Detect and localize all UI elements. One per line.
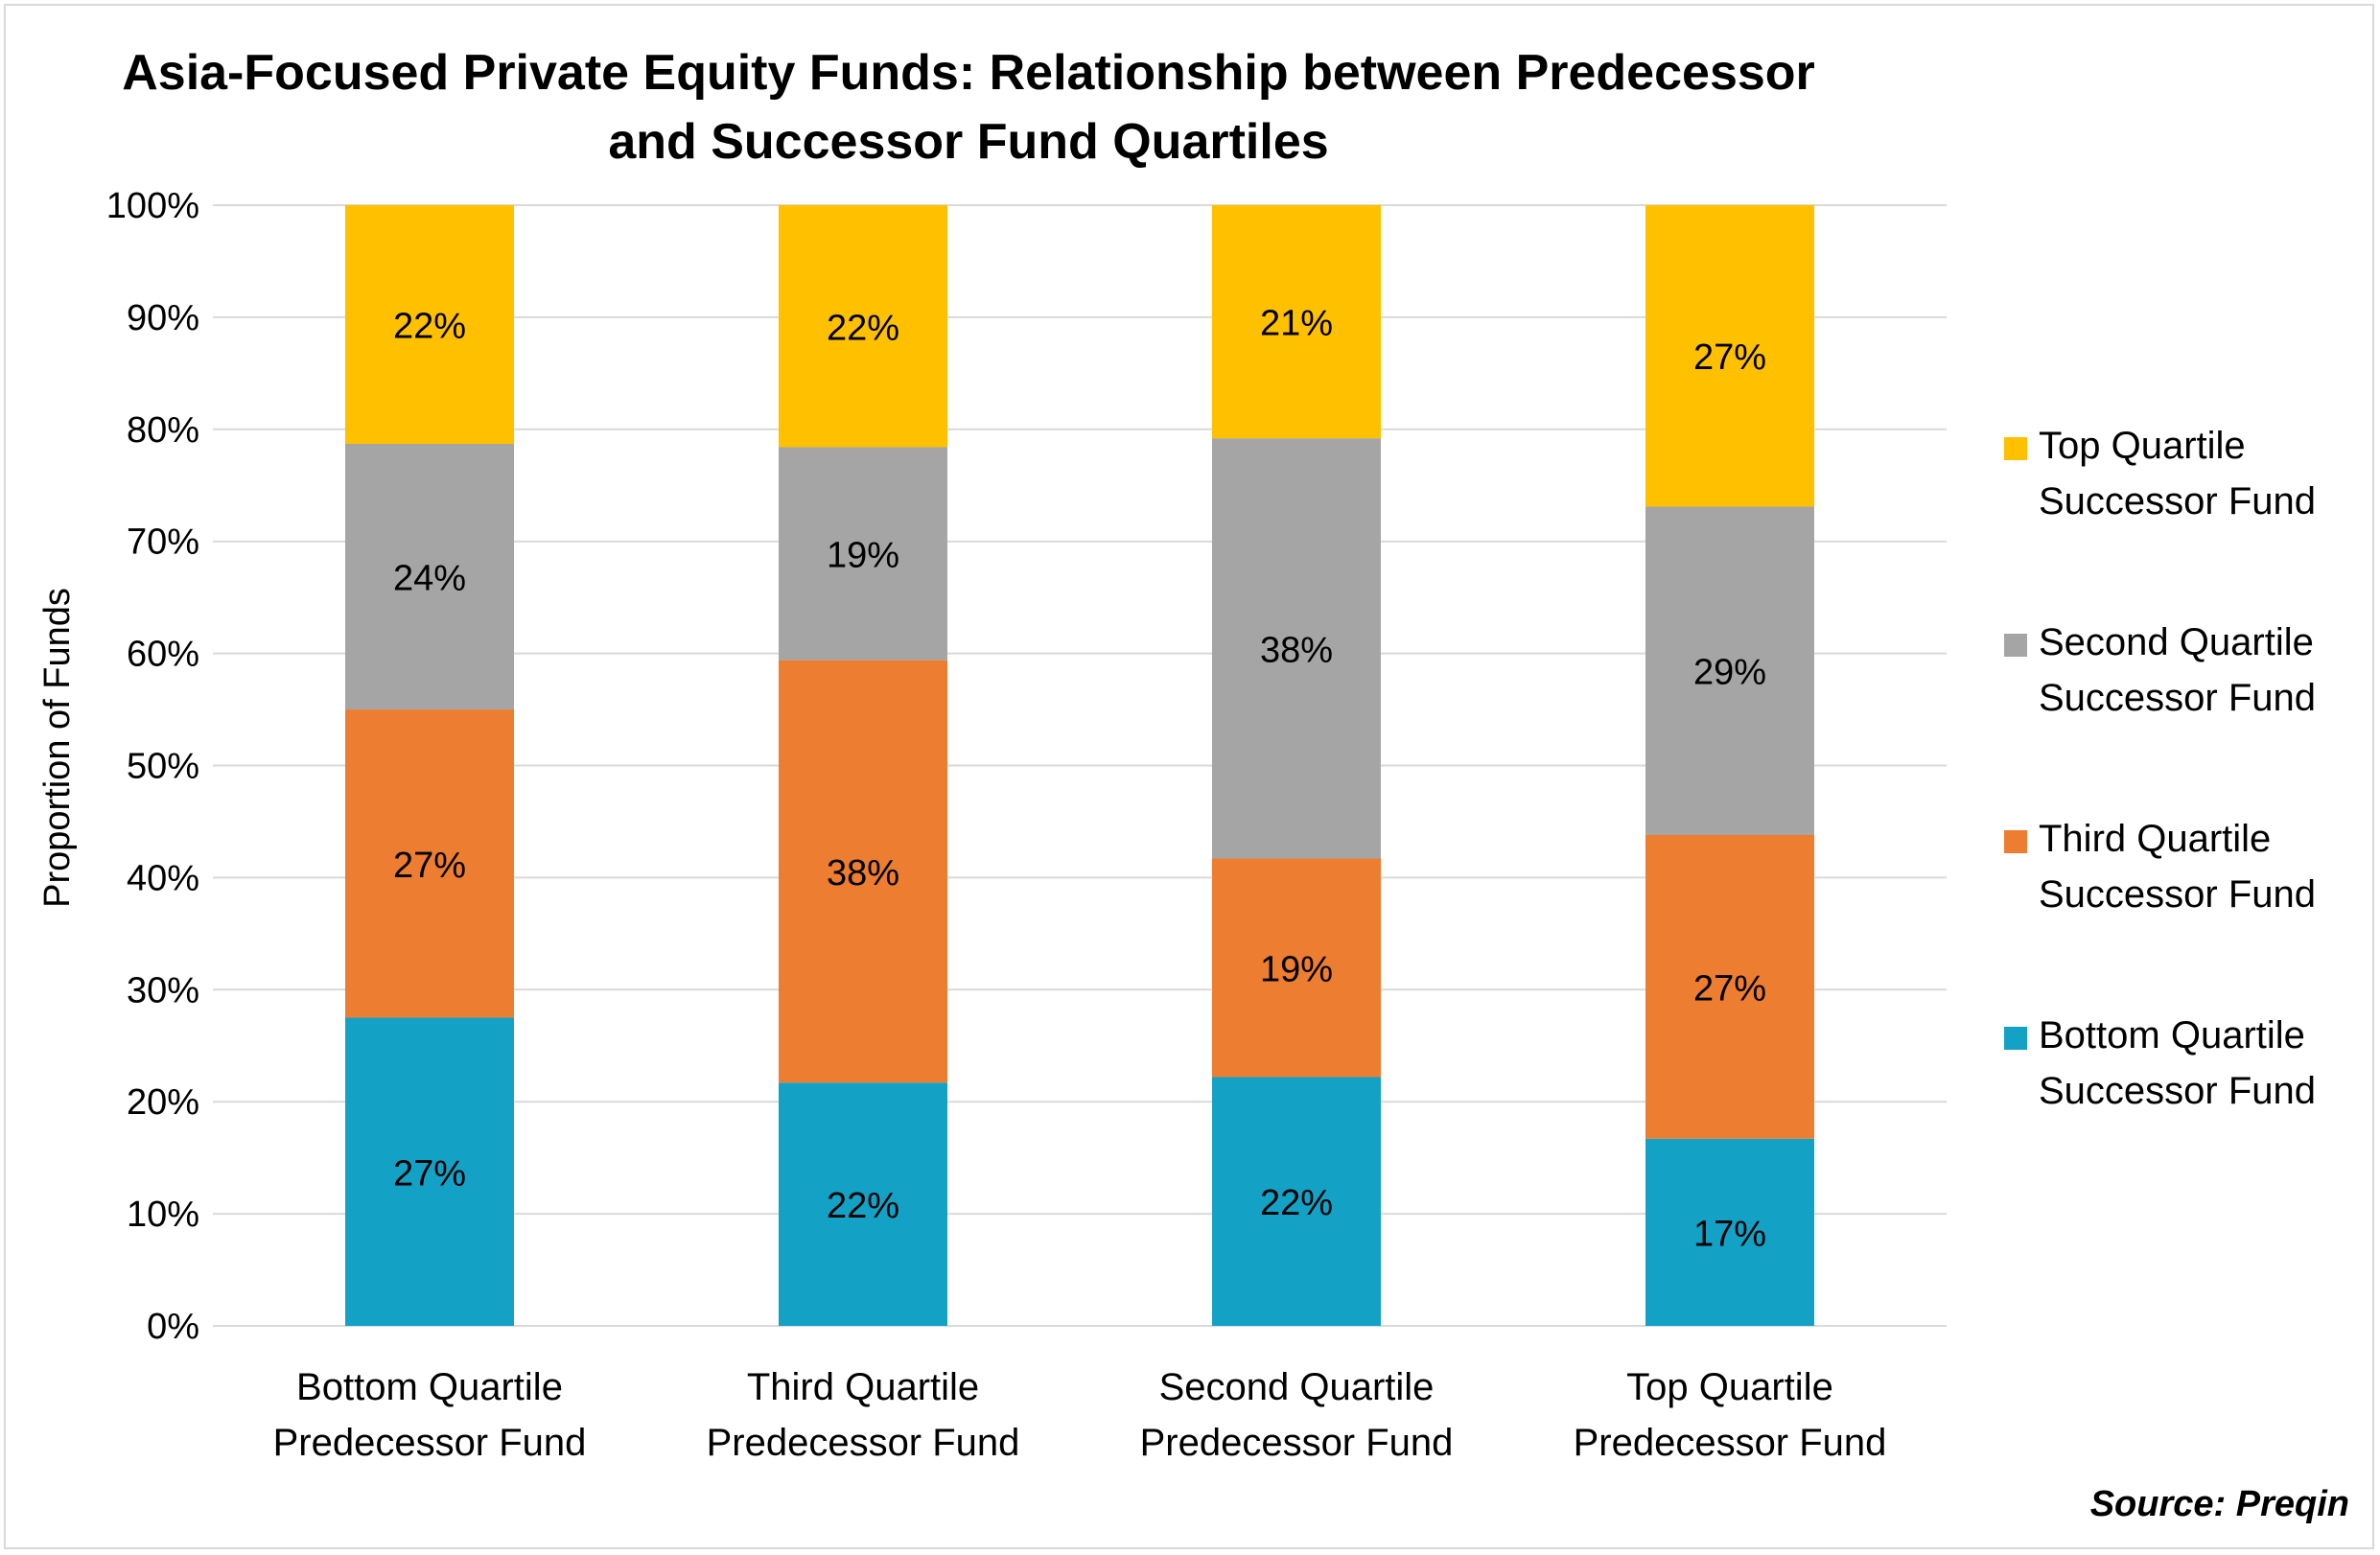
y-tick-label: 80% <box>127 410 199 451</box>
bar-segment <box>1645 1138 1814 1326</box>
chart-title-line-2: and Successor Fund Quartiles <box>608 114 1329 170</box>
data-label: 21% <box>1260 304 1333 344</box>
data-label: 27% <box>1693 968 1766 1009</box>
legend-label: Bottom Quartile <box>2039 1014 2305 1056</box>
source-note: Source: Preqin <box>2089 1484 2349 1524</box>
y-tick-label: 0% <box>147 1307 199 1347</box>
legend-label: Top Quartile <box>2039 425 2246 467</box>
y-tick-label: 100% <box>106 186 199 226</box>
legend-swatch <box>2004 634 2027 657</box>
legend-swatch <box>2004 1027 2027 1050</box>
data-label: 19% <box>1260 950 1333 990</box>
legend-label: Successor Fund <box>2039 480 2316 522</box>
bar-segment <box>1212 438 1381 859</box>
data-label: 38% <box>827 853 899 894</box>
data-label: 17% <box>1693 1214 1766 1254</box>
y-tick-label: 50% <box>127 747 199 787</box>
data-label: 22% <box>1260 1183 1333 1223</box>
legend-label: Successor Fund <box>2039 873 2316 916</box>
bar-segment <box>1645 506 1814 835</box>
x-tick-label: Predecessor Fund <box>1574 1422 1887 1464</box>
data-label: 24% <box>393 559 466 599</box>
bar-segment <box>1645 834 1814 1139</box>
x-tick-label: Third Quartile <box>747 1366 979 1408</box>
y-tick-label: 70% <box>127 522 199 563</box>
data-label: 22% <box>827 308 899 348</box>
y-tick-label: 40% <box>127 858 199 898</box>
y-tick-label: 20% <box>127 1082 199 1123</box>
legend-label: Third Quartile <box>2039 818 2271 860</box>
chart-title-line-1: Asia-Focused Private Equity Funds: Relat… <box>122 45 1815 101</box>
bar-segment <box>345 709 514 1018</box>
bar-segment <box>345 1017 514 1326</box>
y-tick-label: 90% <box>127 298 199 338</box>
y-axis-title: Proportion of Funds <box>37 588 78 908</box>
data-label: 27% <box>1693 337 1766 378</box>
legend-swatch <box>2004 830 2027 853</box>
legend-label: Successor Fund <box>2039 1070 2316 1112</box>
y-tick-label: 30% <box>127 970 199 1010</box>
data-label: 27% <box>393 1153 466 1194</box>
bar-segment <box>779 205 947 448</box>
bar-segment <box>1212 205 1381 439</box>
chart-frame <box>4 4 2374 1549</box>
bar-segment <box>345 443 514 710</box>
legend-label: Successor Fund <box>2039 677 2316 719</box>
bar-segment <box>345 205 514 444</box>
data-label: 19% <box>827 536 899 576</box>
x-tick-label: Top Quartile <box>1626 1366 1833 1408</box>
data-label: 22% <box>827 1186 899 1226</box>
legend-label: Second Quartile <box>2039 621 2314 663</box>
bar-segment <box>779 1082 947 1326</box>
x-tick-label: Predecessor Fund <box>1140 1422 1454 1464</box>
y-tick-label: 60% <box>127 635 199 675</box>
data-label: 38% <box>1260 630 1333 670</box>
bar-segment <box>1645 205 1814 507</box>
bar-segment <box>1212 1077 1381 1326</box>
bar-segment <box>1212 858 1381 1078</box>
x-tick-label: Bottom Quartile <box>296 1366 563 1408</box>
x-tick-label: Predecessor Fund <box>707 1422 1020 1464</box>
x-tick-label: Second Quartile <box>1159 1366 1435 1408</box>
data-label: 27% <box>393 846 466 886</box>
y-tick-label: 10% <box>127 1195 199 1235</box>
data-label: 29% <box>1693 653 1766 693</box>
x-tick-label: Predecessor Fund <box>273 1422 587 1464</box>
bar-segment <box>779 660 947 1083</box>
legend-swatch <box>2004 437 2027 460</box>
data-label: 22% <box>393 306 466 346</box>
bar-segment <box>779 447 947 661</box>
